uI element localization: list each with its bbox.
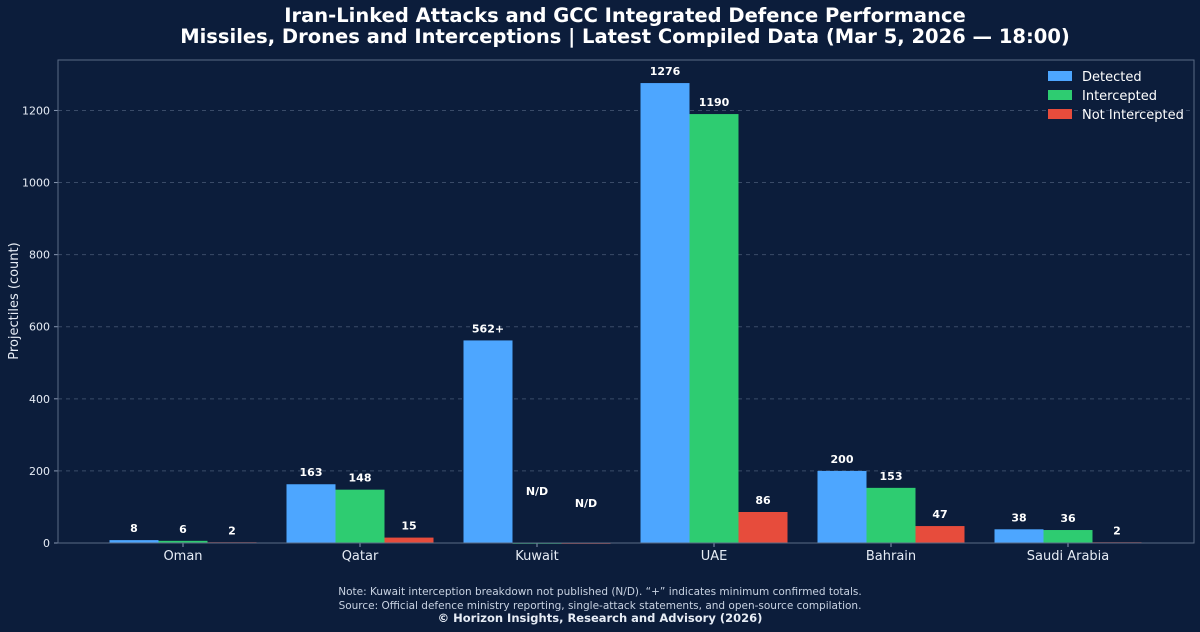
value-label: 200: [831, 453, 854, 466]
value-label: 148: [349, 472, 372, 485]
y-tick-label: 400: [29, 393, 50, 406]
bar-detected: [817, 470, 867, 543]
value-label: 153: [880, 470, 903, 483]
x-category-label: Oman: [163, 549, 202, 564]
value-label: N/D: [526, 485, 548, 498]
chart-subtitle: Missiles, Drones and Interceptions | Lat…: [180, 25, 1070, 48]
value-label: 1276: [650, 65, 681, 78]
chart-title: Iran-Linked Attacks and GCC Integrated D…: [284, 4, 966, 27]
y-tick-label: 800: [29, 249, 50, 262]
bar-intercepted: [866, 487, 916, 543]
bar-not-intercepted: [915, 526, 965, 543]
value-label: 163: [300, 466, 323, 479]
bar-intercepted: [1043, 530, 1093, 543]
value-label: 38: [1011, 511, 1026, 524]
bar-detected: [463, 340, 513, 543]
value-label: 562+: [472, 322, 504, 335]
legend-swatch: [1048, 90, 1072, 100]
legend: Detected Intercepted Not Intercepted: [1048, 70, 1184, 123]
x-category-label: Bahrain: [866, 549, 916, 564]
y-tick-label: 1200: [22, 104, 50, 117]
bar-detected: [640, 83, 690, 543]
footer-note: Note: Kuwait interception breakdown not …: [338, 586, 861, 598]
y-tick-label: 1000: [22, 177, 50, 190]
legend-label: Intercepted: [1082, 89, 1157, 104]
bar-intercepted: [689, 114, 739, 543]
bar-not-intercepted: [738, 512, 788, 543]
bar-intercepted: [158, 540, 208, 543]
legend-swatch: [1048, 109, 1072, 119]
bar-detected: [109, 540, 159, 543]
bar-intercepted: [335, 489, 385, 543]
x-category-label: Saudi Arabia: [1027, 549, 1110, 564]
value-label: N/D: [575, 497, 597, 510]
y-tick-label: 200: [29, 465, 50, 478]
footer-source: Source: Official defence ministry report…: [339, 600, 862, 612]
x-category-label: Qatar: [342, 549, 379, 564]
y-tick-label: 0: [43, 537, 50, 550]
value-label: 2: [1113, 524, 1121, 537]
value-label: 8: [130, 522, 138, 535]
x-category-label: Kuwait: [515, 549, 558, 564]
value-label: 1190: [699, 96, 730, 109]
bar-detected: [286, 484, 336, 543]
plot-frame: [57, 59, 1195, 544]
bar-not-intercepted: [384, 537, 434, 543]
bar-detected: [994, 529, 1044, 543]
legend-label: Not Intercepted: [1082, 108, 1184, 123]
x-category-label: UAE: [701, 549, 728, 564]
legend-swatch: [1048, 71, 1072, 81]
value-label: 47: [932, 508, 947, 521]
value-label: 86: [755, 494, 771, 507]
value-label: 2: [228, 524, 236, 537]
value-label: 6: [179, 523, 187, 536]
axes: 0 200 400 600 800 1000 1200 Oman Qatar Kuwait UAE B…: [22, 104, 1109, 564]
legend-label: Detected: [1082, 70, 1142, 85]
value-label: 36: [1060, 512, 1076, 525]
value-label: 15: [401, 520, 416, 533]
y-axis-label: Projectiles (count): [7, 242, 22, 359]
y-tick-label: 600: [29, 321, 50, 334]
bars: [109, 83, 1142, 544]
footer-copyright: © Horizon Insights, Research and Advisor…: [438, 611, 763, 625]
